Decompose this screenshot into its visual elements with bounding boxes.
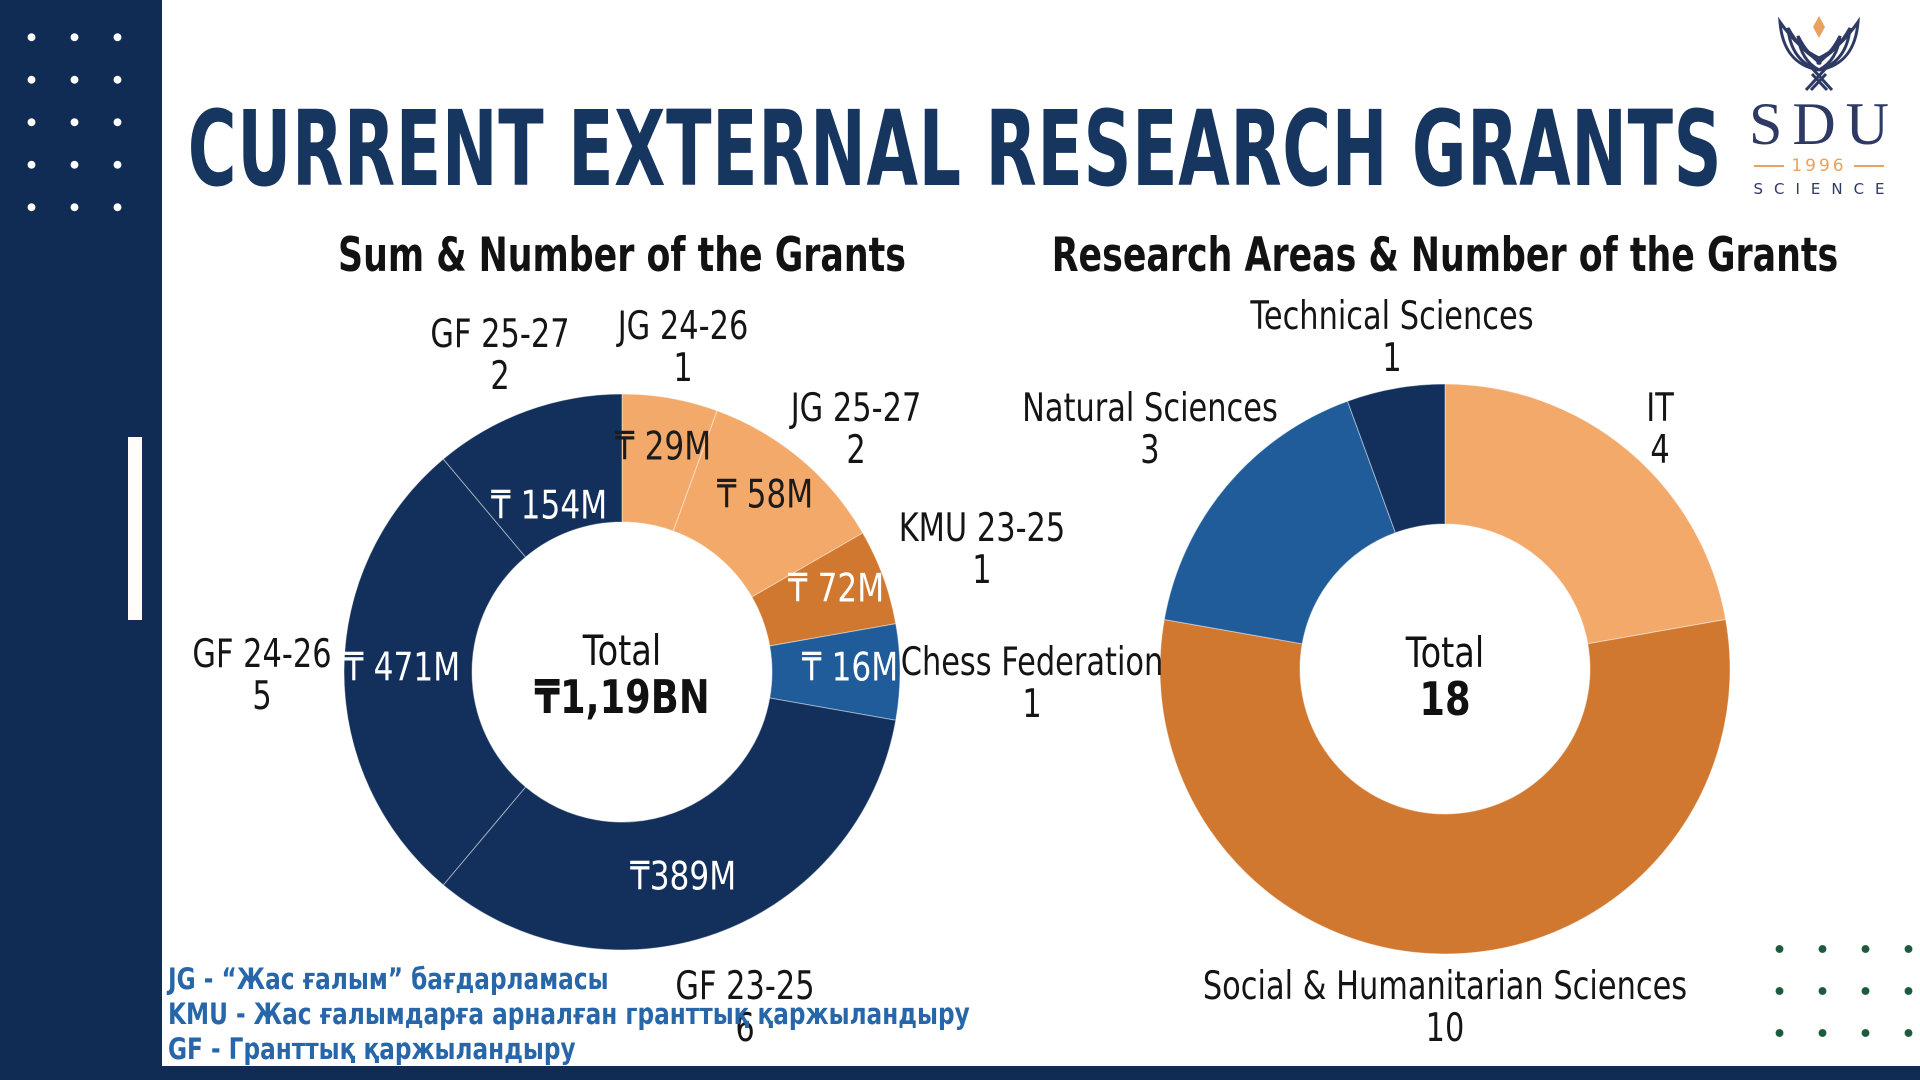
- logo-year-row: 1996: [1729, 156, 1909, 176]
- left-total-label: Total: [582, 626, 662, 675]
- segment-sum-gf-25-27: ₸ 154M: [490, 483, 608, 529]
- segment-sum-jg-24-26: ₸ 29M: [614, 424, 712, 470]
- legend-item-jg: JG - “Жас ғалым” бағдарламасы: [168, 962, 609, 996]
- donut-segment: [1163, 400, 1397, 645]
- segment-label-gf-23-25: GF 23-25 6: [675, 964, 815, 1051]
- segment-label-it: IT 4: [1646, 386, 1674, 473]
- donut-segment: [769, 623, 901, 721]
- right-donut-chart: [1159, 383, 1731, 955]
- year-rule-right: [1853, 165, 1884, 167]
- donut-segment: [1346, 383, 1446, 534]
- sdu-emblem-icon: [1778, 16, 1860, 92]
- page-title: CURRENT EXTERNAL RESEARCH GRANTS: [187, 88, 1723, 210]
- right-total-value: 18: [1419, 672, 1471, 726]
- segment-label-technical-sciences: Technical Sciences 1: [1250, 294, 1534, 381]
- logo-subtitle: SCIENCE: [1753, 180, 1896, 198]
- segment-sum-kmu-23-25: ₸ 72M: [787, 566, 885, 612]
- left-total-value: ₸1,19BN: [534, 670, 710, 724]
- logo-year: 1996: [1791, 156, 1847, 176]
- bottom-bar-decor: [0, 1066, 1920, 1080]
- segment-label-gf-24-26: GF 24-26 5: [192, 632, 332, 719]
- segment-sum-chess: ₸ 16M: [801, 645, 899, 691]
- sidebar-accent-bar: [128, 437, 142, 620]
- year-rule-left: [1754, 165, 1785, 167]
- segment-label-gf-25-27: GF 25-27 2: [430, 312, 570, 399]
- donut-segment: [672, 410, 864, 598]
- right-total-label: Total: [1405, 628, 1485, 677]
- donut-segment: [1159, 618, 1731, 955]
- right-chart-title: Research Areas & Number of the Grants: [1051, 228, 1839, 283]
- donut-segment: [442, 393, 623, 558]
- donut-segment: [442, 697, 897, 951]
- left-donut-chart: [343, 393, 901, 951]
- abbreviation-legend: JG - “Жас ғалым” бағдарламасы KMU - Жас …: [168, 962, 970, 1067]
- donut-segment: [343, 458, 527, 886]
- emblem-flame: [1813, 16, 1825, 38]
- dot-grid-top-left: [2, 8, 132, 220]
- logo-wordmark: SDU: [1748, 91, 1900, 157]
- legend-item-gf: GF - Гранттық қаржыландыру: [168, 1032, 576, 1066]
- segment-sum-gf-23-25: ₸389M: [629, 854, 737, 900]
- segment-sum-gf-24-26: ₸ 471M: [343, 645, 461, 691]
- left-chart-total: Total ₸1,19BN: [534, 626, 710, 724]
- segment-label-chess-federation: Chess Federation 1: [900, 640, 1164, 727]
- sdu-logo: SDU 1996 SCIENCE: [1729, 8, 1909, 198]
- segment-label-kmu-23-25: KMU 23-25 1: [898, 506, 1066, 593]
- donut-segment: [1444, 383, 1727, 645]
- segment-sum-jg-25-27: ₸ 58M: [716, 472, 814, 518]
- left-chart-title: Sum & Number of the Grants: [338, 228, 906, 283]
- segment-label-natural-sciences: Natural Sciences 3: [1022, 386, 1278, 473]
- segment-label-social-humanitarian: Social & Humanitarian Sciences 10: [1202, 964, 1688, 1051]
- legend-item-kmu: KMU - Жас ғалымдарға арналған гранттық қ…: [168, 997, 970, 1031]
- segment-label-jg-25-27: JG 25-27 2: [790, 386, 922, 473]
- right-chart-total: Total 18: [1405, 628, 1485, 726]
- dot-grid-bottom-right: [1752, 922, 1920, 1080]
- segment-label-jg-24-26: JG 24-26 1: [617, 304, 749, 391]
